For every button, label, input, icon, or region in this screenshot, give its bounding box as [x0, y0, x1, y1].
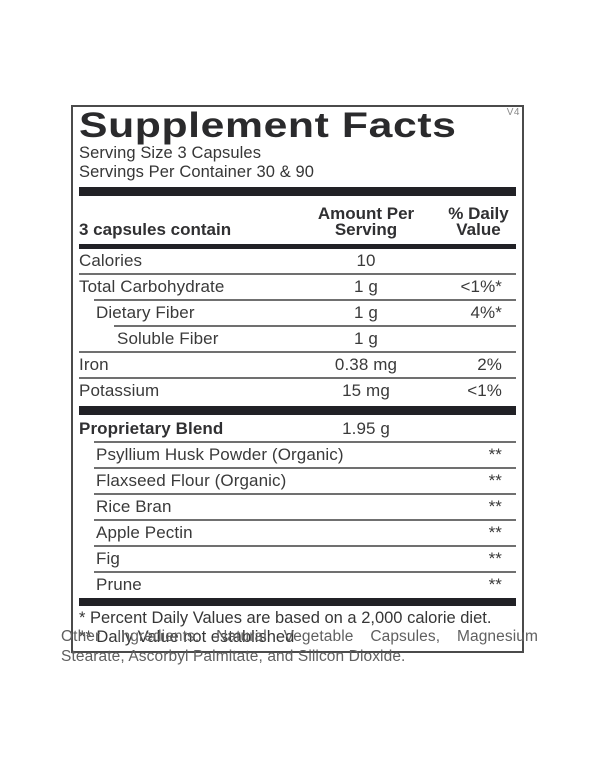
footnotes: * Percent Daily Values are based on a 2,…: [79, 606, 516, 648]
nutrient-dv: 4%*: [470, 303, 502, 322]
row-divider: [114, 325, 516, 327]
ingredient-dv: **: [488, 471, 502, 490]
row-divider: [94, 441, 516, 443]
blend-amount: 1.95 g: [342, 419, 390, 438]
ingredient-name: Rice Bran: [96, 497, 172, 516]
blend-ingredient-row-rice-bran: Rice Bran **: [79, 495, 516, 519]
servings-per-container: Servings Per Container 30 & 90: [79, 163, 315, 181]
header-dv-line1: % Daily: [448, 204, 509, 223]
nutrient-name: Calories: [79, 251, 143, 270]
divider-thick-footnote: [79, 598, 516, 606]
supplement-facts-panel: V4 Supplement Facts Serving Size 3 Capsu…: [71, 105, 524, 653]
proprietary-blend-row: Proprietary Blend 1.95 g: [79, 415, 516, 441]
nutrient-name: Potassium: [79, 381, 160, 400]
row-divider: [94, 467, 516, 469]
row-divider: [94, 299, 516, 301]
ingredient-name: Flaxseed Flour (Organic): [96, 471, 287, 490]
panel-title: Supplement Facts: [79, 106, 457, 145]
header-contains-label: 3 capsules contain: [79, 220, 232, 239]
header-amount-line1: Amount Per: [317, 204, 415, 223]
footnote-dv-not-established: ** Daily Value not established: [79, 627, 295, 646]
serving-size: Serving Size 3 Capsules: [79, 144, 262, 162]
ingredient-dv: **: [488, 497, 502, 516]
ingredient-name: Fig: [96, 549, 120, 568]
divider-thick-blend: [79, 406, 516, 415]
blend-ingredient-row-psyllium: Psyllium Husk Powder (Organic) **: [79, 443, 516, 467]
divider-medium-header: [79, 244, 516, 249]
header-percent-daily-value: % Daily Value: [441, 204, 516, 239]
table-header: 3 capsules contain Amount Per Serving % …: [79, 196, 516, 244]
nutrient-dv: [441, 249, 516, 273]
blend-ingredient-row-prune: Prune **: [79, 573, 516, 597]
row-divider: [79, 351, 516, 353]
nutrient-row-soluble-fiber: Soluble Fiber 1 g: [79, 327, 516, 351]
nutrient-name: Soluble Fiber: [117, 329, 219, 348]
blend-name: Proprietary Blend: [79, 419, 224, 438]
nutrient-name: Total Carbohydrate: [79, 277, 225, 296]
nutrient-dv: [441, 327, 516, 351]
nutrient-dv: <1%: [467, 381, 502, 400]
nutrient-row-calories: Calories 10: [79, 249, 516, 273]
ingredient-name: Prune: [96, 575, 142, 594]
nutrient-name: Dietary Fiber: [96, 303, 195, 322]
nutrient-amount: 1 g: [354, 277, 378, 296]
nutrient-amount: 0.38 mg: [334, 355, 398, 374]
nutrient-row-potassium: Potassium 15 mg <1%: [79, 379, 516, 403]
footnote-daily-values: * Percent Daily Values are based on a 2,…: [79, 609, 492, 627]
ingredient-dv: **: [488, 575, 502, 594]
nutrient-amount: 15 mg: [342, 381, 390, 400]
row-divider: [79, 273, 516, 275]
nutrient-name: Iron: [79, 355, 109, 374]
row-divider: [94, 493, 516, 495]
nutrient-amount: 1 g: [354, 329, 378, 348]
ingredient-dv: **: [488, 523, 502, 542]
blend-dv: [441, 415, 516, 442]
blend-ingredient-row-apple-pectin: Apple Pectin **: [79, 521, 516, 545]
header-amount-per-serving: Amount Per Serving: [291, 204, 441, 239]
ingredient-dv: **: [488, 445, 502, 464]
nutrient-amount: 1 g: [354, 303, 378, 322]
row-divider: [94, 519, 516, 521]
nutrient-dv: 2%: [477, 355, 502, 374]
row-divider: [94, 545, 516, 547]
blend-ingredient-row-flaxseed: Flaxseed Flour (Organic) **: [79, 469, 516, 493]
nutrient-dv: <1%*: [460, 277, 502, 296]
divider-thick-top: [79, 187, 516, 196]
nutrient-row-dietary-fiber: Dietary Fiber 1 g 4%*: [79, 301, 516, 325]
nutrient-row-total-carbohydrate: Total Carbohydrate 1 g <1%*: [79, 275, 516, 299]
nutrient-row-iron: Iron 0.38 mg 2%: [79, 353, 516, 377]
ingredient-name: Apple Pectin: [96, 523, 193, 542]
row-divider: [94, 571, 516, 573]
ingredient-name: Psyllium Husk Powder (Organic): [96, 445, 344, 464]
header-dv-line2: Value: [456, 220, 501, 239]
header-amount-line2: Serving: [334, 220, 398, 239]
row-divider: [79, 377, 516, 379]
ingredient-dv: **: [488, 549, 502, 568]
blend-ingredient-row-fig: Fig **: [79, 547, 516, 571]
other-ingredients: Other Ingredients: Natural Vegetable Cap…: [61, 628, 538, 665]
version-tag: V4: [506, 107, 520, 118]
nutrient-amount: 10: [356, 251, 376, 270]
